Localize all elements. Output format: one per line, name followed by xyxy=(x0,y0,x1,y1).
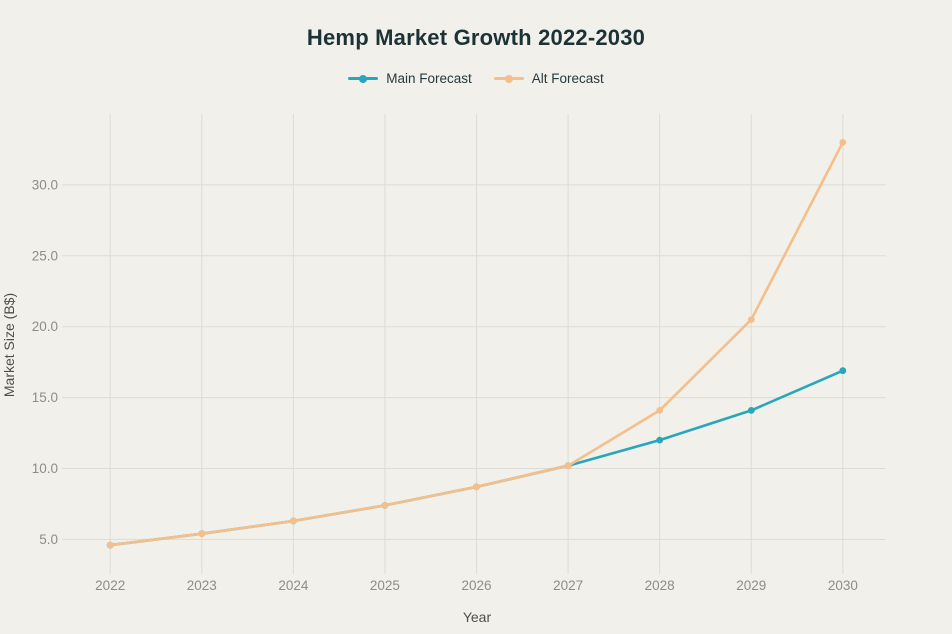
x-axis-title: Year xyxy=(463,609,492,625)
chart-title: Hemp Market Growth 2022-2030 xyxy=(306,25,646,50)
main-forecast-line-marker-icon xyxy=(348,74,379,83)
x-tick-label: 2025 xyxy=(370,578,400,593)
x-tick-label: 2026 xyxy=(461,578,491,593)
data-point-alt-forecast xyxy=(290,517,297,525)
legend-label: Main Forecast xyxy=(386,71,472,86)
legend: Main Forecast Alt Forecast xyxy=(0,71,952,86)
data-point-alt-forecast xyxy=(656,407,664,414)
y-tick-label: 15.0 xyxy=(32,390,58,405)
data-point-alt-forecast xyxy=(381,502,389,509)
y-tick-label: 25.0 xyxy=(32,248,58,263)
data-point-main-forecast xyxy=(839,367,847,375)
data-point-alt-forecast xyxy=(473,483,480,491)
data-point-main-forecast xyxy=(656,436,664,444)
legend-item-main-forecast[interactable]: Main Forecast xyxy=(348,71,472,86)
data-point-alt-forecast xyxy=(198,530,206,538)
x-tick-label: 2030 xyxy=(828,578,858,593)
data-point-main-forecast xyxy=(747,407,755,414)
x-tick-label: 2023 xyxy=(187,578,217,593)
y-tick-label: 5.0 xyxy=(39,532,58,547)
alt-forecast-point-icon xyxy=(504,74,513,83)
x-tick-label: 2027 xyxy=(553,578,583,593)
data-point-alt-forecast xyxy=(564,462,572,470)
main-forecast-point-icon xyxy=(359,74,368,83)
data-point-alt-forecast xyxy=(747,316,755,323)
x-tick-label: 2024 xyxy=(278,578,309,593)
y-tick-label: 10.0 xyxy=(32,461,58,476)
legend-item-alt-forecast[interactable]: Alt Forecast xyxy=(493,71,604,86)
x-tick-label: 2028 xyxy=(645,578,675,593)
data-point-alt-forecast xyxy=(106,541,114,549)
alt-forecast-line-marker-icon xyxy=(493,74,524,83)
x-tick-label: 2022 xyxy=(95,578,125,593)
y-tick-label: 30.0 xyxy=(32,177,58,192)
data-point-alt-forecast xyxy=(839,139,847,146)
x-tick-label: 2029 xyxy=(736,578,766,593)
y-axis-title: Market Size (B$) xyxy=(1,293,17,397)
legend-label: Alt Forecast xyxy=(531,71,604,86)
y-tick-label: 20.0 xyxy=(32,319,58,334)
